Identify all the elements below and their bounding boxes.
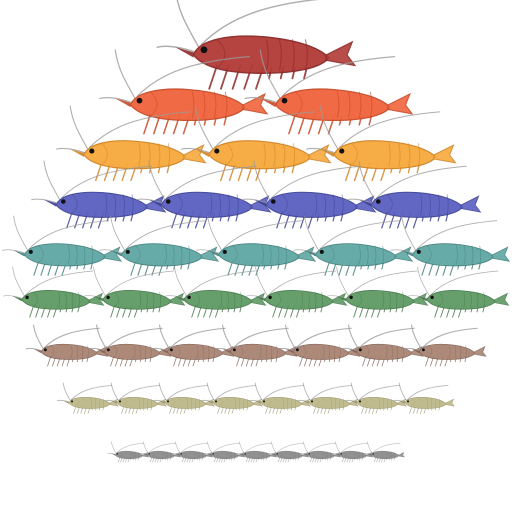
shrimp [267, 441, 309, 463]
shrimp [407, 266, 510, 318]
shrimp [201, 382, 263, 414]
shrimp [164, 266, 267, 318]
shrimp [249, 382, 311, 414]
shrimp [153, 382, 215, 414]
shrimp [2, 215, 123, 276]
shrimp [196, 215, 317, 276]
shrimp [299, 441, 341, 463]
shrimp [345, 382, 407, 414]
shrimp [245, 266, 348, 318]
shrimp [297, 382, 359, 414]
shrimp [99, 215, 220, 276]
shrimp [151, 324, 235, 367]
shrimp [390, 215, 511, 276]
shrimp [235, 441, 277, 463]
shrimp [403, 324, 487, 367]
shrimp [88, 324, 172, 367]
shrimp [139, 441, 181, 463]
shrimp [203, 441, 245, 463]
shrimp [393, 382, 455, 414]
shrimp [107, 441, 149, 463]
shrimp [156, 0, 357, 90]
shrimp [331, 441, 373, 463]
shrimp [340, 324, 424, 367]
shrimp [277, 324, 361, 367]
shrimp [180, 105, 332, 182]
shrimp [57, 382, 119, 414]
shrimp [346, 160, 482, 229]
shrimp [136, 160, 272, 229]
shrimp [363, 441, 405, 463]
shrimp [214, 324, 298, 367]
shrimp [99, 49, 269, 135]
shrimp [326, 266, 429, 318]
shrimp [2, 266, 105, 318]
shrimp [31, 160, 167, 229]
shrimp [241, 160, 377, 229]
shrimp [105, 382, 167, 414]
shrimp [293, 215, 414, 276]
shrimp [25, 324, 109, 367]
shrimp [83, 266, 186, 318]
shrimp [171, 441, 213, 463]
